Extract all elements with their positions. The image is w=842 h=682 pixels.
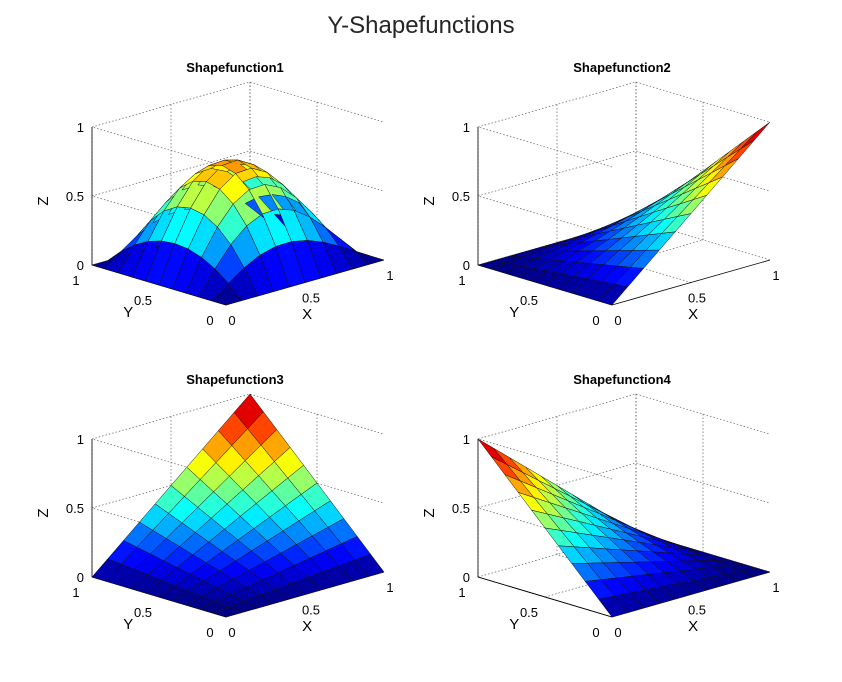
surface bbox=[91, 393, 385, 618]
x-axis-label: X bbox=[302, 306, 312, 323]
z-tick-label: 0 bbox=[463, 570, 470, 585]
y-tick-label: 0 bbox=[206, 313, 213, 328]
x-tick-label: 0 bbox=[614, 313, 621, 328]
z-tick-label: 0.5 bbox=[452, 189, 470, 204]
x-tick-label: 1 bbox=[772, 268, 779, 283]
z-tick-label: 0.5 bbox=[66, 501, 84, 516]
y-axis-label: Y bbox=[123, 304, 133, 321]
x-tick-label: 0 bbox=[228, 625, 235, 640]
y-tick-label: 1 bbox=[72, 273, 79, 288]
surface bbox=[91, 159, 385, 306]
y-tick-label: 0 bbox=[592, 625, 599, 640]
z-axis-label: Z bbox=[421, 508, 438, 517]
plot-title: Shapefunction3 bbox=[186, 372, 284, 387]
surface bbox=[477, 121, 771, 306]
plot-title: Shapefunction1 bbox=[186, 60, 284, 75]
y-axis-label: Y bbox=[123, 616, 133, 633]
z-tick-label: 0 bbox=[77, 258, 84, 273]
z-tick-label: 1 bbox=[77, 432, 84, 447]
x-tick-label: 1 bbox=[386, 580, 393, 595]
z-tick-label: 0.5 bbox=[66, 189, 84, 204]
plot-title: Shapefunction4 bbox=[573, 372, 671, 387]
z-axis-label: Z bbox=[35, 196, 52, 205]
y-axis-label: Y bbox=[509, 304, 519, 321]
surface-patch bbox=[740, 121, 771, 149]
x-tick-label: 0 bbox=[228, 313, 235, 328]
y-tick-label: 1 bbox=[458, 273, 465, 288]
y-tick-label: 0.5 bbox=[134, 293, 152, 308]
y-tick-label: 0.5 bbox=[520, 605, 538, 620]
x-axis-label: X bbox=[688, 306, 698, 323]
surface-patch bbox=[739, 567, 771, 577]
x-axis-label: X bbox=[302, 618, 312, 635]
plot-title: Shapefunction2 bbox=[573, 60, 671, 75]
x-tick-label: 0.5 bbox=[302, 291, 320, 306]
z-tick-label: 1 bbox=[463, 120, 470, 135]
surface-patch bbox=[477, 438, 508, 465]
x-tick-label: 0.5 bbox=[688, 291, 706, 306]
x-tick-label: 0.5 bbox=[688, 603, 706, 618]
surface-patch bbox=[354, 553, 385, 577]
y-tick-label: 0.5 bbox=[134, 605, 152, 620]
x-tick-label: 0 bbox=[614, 625, 621, 640]
y-axis-label: Y bbox=[509, 616, 519, 633]
y-tick-label: 0 bbox=[592, 313, 599, 328]
x-tick-label: 1 bbox=[772, 580, 779, 595]
z-tick-label: 0.5 bbox=[452, 501, 470, 516]
y-tick-label: 0.5 bbox=[520, 293, 538, 308]
x-tick-label: 0.5 bbox=[302, 603, 320, 618]
x-tick-label: 1 bbox=[386, 268, 393, 283]
surface bbox=[477, 438, 771, 618]
z-axis-label: Z bbox=[421, 196, 438, 205]
z-tick-label: 1 bbox=[77, 120, 84, 135]
z-tick-label: 0 bbox=[77, 570, 84, 585]
figure-title: Y-Shapefunctions bbox=[327, 12, 515, 39]
z-tick-label: 1 bbox=[463, 432, 470, 447]
y-tick-label: 1 bbox=[458, 585, 465, 600]
x-axis-label: X bbox=[688, 618, 698, 635]
y-tick-label: 0 bbox=[206, 625, 213, 640]
surface-patch bbox=[354, 250, 385, 265]
y-tick-label: 1 bbox=[72, 585, 79, 600]
z-tick-label: 0 bbox=[463, 258, 470, 273]
z-axis-label: Z bbox=[35, 508, 52, 517]
